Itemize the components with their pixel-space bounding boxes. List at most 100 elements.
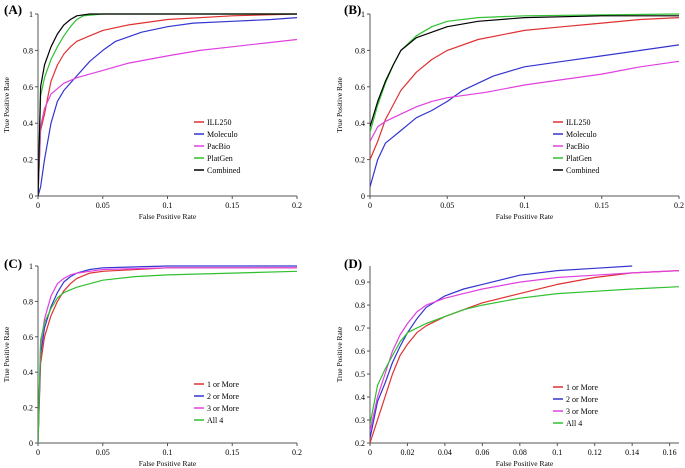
legend-label: PacBio	[207, 142, 230, 151]
y-tick-label: 0.9	[355, 278, 365, 287]
x-tick-label: 0	[368, 201, 372, 210]
legend-label: 1 or More	[566, 383, 598, 392]
y-tick-label: 0.2	[23, 156, 33, 165]
legend: ILL250 Moleculo PacBio PlatGen Combined	[553, 118, 599, 175]
y-tick-label: 0.6	[355, 83, 365, 92]
legend-label: 2 or More	[566, 395, 598, 404]
x-tick-label: 0	[36, 448, 40, 457]
series-line-4	[370, 15, 679, 127]
x-tick-label: 0.16	[663, 448, 677, 457]
series-line-0	[370, 17, 680, 160]
x-tick-label: 0.2	[292, 448, 302, 457]
panel-2: (C) 0 0.05 0.1 0.15 0.2 0 0.2 0.4 0.6 0.8 1 False Po…	[2, 256, 302, 468]
y-tick-label: 1	[29, 10, 33, 19]
legend-label: PlatGen	[566, 154, 592, 163]
series-line-0	[38, 267, 297, 443]
x-tick-label: 0.2	[674, 201, 684, 210]
series-line-3	[38, 270, 298, 443]
y-tick-label: 0.5	[355, 370, 365, 379]
series-line-3	[370, 286, 680, 425]
y-tick-label: 0.6	[23, 333, 33, 342]
y-tick-label: 0.8	[23, 46, 33, 55]
y-tick-label: 0.2	[355, 439, 365, 448]
legend-label: PlatGen	[207, 154, 233, 163]
x-axis-title: False Positive Rate	[139, 459, 197, 468]
legend: 1 or More 2 or More 3 or More All 4	[194, 380, 239, 425]
y-tick-label: 0	[29, 439, 33, 448]
y-tick-label: 0.8	[355, 301, 365, 310]
x-axis-title: False Positive Rate	[139, 212, 197, 221]
panel-1: (B) 0 0.05 0.1 0.15 0.2 0 0.2 0.4 0.6 0.8 1 False Po…	[335, 2, 684, 221]
y-tick-label: 0.4	[355, 393, 365, 402]
panel-3: (D) 0 0.02 0.04 0.06 0.08 0.1 0.12 0.14 0.16 0.2 0.…	[335, 256, 680, 468]
x-tick-label: 0	[368, 448, 372, 457]
x-tick-label: 0.08	[513, 448, 527, 457]
y-tick-label: 1	[361, 10, 365, 19]
y-axis-title: True Positive Rate	[335, 326, 344, 382]
y-tick-label: 0.6	[355, 347, 365, 356]
legend-label: All 4	[207, 416, 223, 425]
series-line-3	[370, 13, 680, 133]
y-tick-label: 0.7	[355, 324, 365, 333]
x-tick-label: 0.1	[163, 201, 173, 210]
x-tick-label: 0.04	[438, 448, 452, 457]
series-line-2	[370, 60, 680, 142]
x-tick-label: 0.02	[400, 448, 414, 457]
y-axis-title: True Positive Rate	[335, 77, 344, 133]
series-line-2	[370, 270, 680, 432]
legend: 1 or More 2 or More 3 or More All 4	[553, 383, 598, 428]
y-tick-label: 0	[361, 192, 365, 201]
x-tick-label: 0.05	[96, 448, 110, 457]
legend-label: Moleculo	[207, 130, 238, 139]
y-tick-label: 0	[29, 192, 33, 201]
y-tick-label: 0.4	[23, 119, 33, 128]
x-tick-label: 0.06	[475, 448, 489, 457]
legend-label: 1 or More	[207, 380, 239, 389]
y-tick-label: 0.8	[355, 46, 365, 55]
x-axis-title: False Positive Rate	[496, 459, 554, 468]
legend-label: ILL250	[566, 118, 590, 127]
x-tick-label: 0.15	[595, 201, 609, 210]
panel-label: (C)	[4, 256, 22, 271]
series-line-1	[38, 17, 298, 196]
legend-label: PacBio	[566, 142, 589, 151]
y-tick-label: 1	[29, 262, 33, 271]
panel-label: (D)	[344, 256, 362, 271]
panel-label: (B)	[344, 2, 361, 17]
x-tick-label: 0.1	[163, 448, 173, 457]
series-line-1	[370, 265, 633, 439]
x-tick-label: 0.05	[96, 201, 110, 210]
x-tick-label: 0.15	[225, 201, 239, 210]
y-tick-label: 0.2	[23, 404, 33, 413]
panel-label: (A)	[4, 2, 22, 17]
legend-label: ILL250	[207, 118, 231, 127]
legend-label: Moleculo	[566, 130, 597, 139]
x-tick-label: 0.1	[520, 201, 530, 210]
series-line-0	[38, 13, 298, 196]
legend-label: Combined	[566, 166, 599, 175]
series-line-1	[370, 44, 680, 188]
panel-0: (A) 0 0.05 0.1 0.15 0.2 0 0.2 0.4 0.6 0.8 1 False Po…	[2, 2, 302, 221]
legend-label: 3 or More	[566, 407, 598, 416]
series-line-4	[38, 13, 297, 196]
series-line-2	[38, 38, 298, 196]
x-tick-label: 0.1	[552, 448, 562, 457]
legend-label: All 4	[566, 419, 582, 428]
y-tick-label: 0.4	[23, 368, 33, 377]
x-tick-label: 0.2	[292, 201, 302, 210]
legend-label: 2 or More	[207, 392, 239, 401]
x-axis-title: False Positive Rate	[496, 212, 554, 221]
x-tick-label: 0.14	[625, 448, 639, 457]
series-line-2	[38, 267, 297, 443]
legend-label: 3 or More	[207, 404, 239, 413]
y-tick-label: 0.6	[23, 83, 33, 92]
y-axis-title: True Positive Rate	[2, 326, 11, 382]
legend: ILL250 Moleculo PacBio PlatGen Combined	[194, 118, 240, 175]
y-tick-label: 0.3	[355, 416, 365, 425]
series-line-1	[38, 265, 297, 443]
y-tick-label: 0.2	[355, 156, 365, 165]
y-tick-label: 0.4	[355, 119, 365, 128]
series-line-0	[370, 270, 680, 443]
x-tick-label: 0.05	[440, 201, 454, 210]
